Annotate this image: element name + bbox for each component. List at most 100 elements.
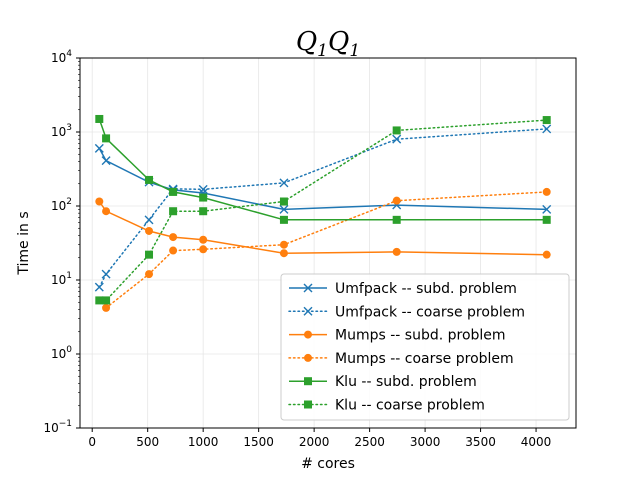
series-1 [94,124,552,292]
legend-label: Mumps -- coarse problem [335,351,514,367]
marker-x-stroke [94,143,104,153]
marker-circle [145,226,154,235]
marker-x [94,143,104,153]
series-line [98,128,548,288]
marker-square [169,187,178,196]
marker-circle [102,207,111,216]
marker-circle [102,303,111,312]
x-tick-label: 4000 [521,435,552,449]
marker-circle [279,240,288,249]
marker-square [199,193,208,202]
marker-x [279,178,289,188]
marker-x-stroke [303,283,313,293]
series-5 [95,116,551,305]
x-tick-label: 3000 [410,435,441,449]
y-tick-label: 100 [51,345,72,361]
legend: Umfpack -- subd. problem Umfpack -- coars… [280,273,570,421]
plot-series [94,114,552,312]
series-line [98,201,547,256]
marker-circle [542,250,551,259]
marker-circle [542,187,551,196]
x-tick-label: 3500 [465,435,496,449]
marker-circle [199,235,208,244]
marker-x [198,184,208,194]
legend-entry: Umfpack -- subd. problem [289,281,517,297]
y-tick-label: 102 [51,197,72,213]
marker-circle [304,330,312,339]
legend-label: Klu -- coarse problem [335,398,485,414]
y-tick-label: 104 [51,49,72,65]
marker-square [169,207,178,216]
series-line [98,119,548,302]
marker-square [542,116,551,125]
marker-x-stroke [279,204,289,214]
marker-square [95,114,104,123]
marker-square [542,215,551,224]
series-4 [95,114,551,224]
marker-circle [169,233,178,242]
legend-entry: Klu -- subd. problem [289,374,477,390]
marker-circle [279,249,288,258]
marker-x-stroke [94,282,104,292]
marker-square [102,134,111,143]
x-tick-label: 500 [136,435,159,449]
marker-square [304,377,312,386]
y-tick-label: 101 [51,271,72,287]
marker-x [303,283,313,293]
legend-label: Umfpack -- subd. problem [335,281,517,297]
y-tick-label: 10−1 [43,419,72,435]
marker-square [95,296,104,305]
marker-square [145,175,154,184]
marker-x-stroke [101,269,111,279]
marker-square [392,215,401,224]
marker-square [279,197,288,206]
marker-x [542,204,552,214]
legend-label: Umfpack -- coarse problem [335,304,525,320]
x-tick-label: 0 [88,435,96,449]
marker-x [279,204,289,214]
y-axis-label: Time in s [16,211,32,275]
marker-x-stroke [198,184,208,194]
legend-entry: Mumps -- coarse problem [288,351,514,367]
marker-x-stroke [303,306,313,316]
marker-x [542,124,552,134]
marker-square [145,250,154,259]
marker-square [304,400,312,409]
marker-x-stroke [144,215,154,225]
legend-entry: Mumps -- subd. problem [289,328,506,344]
legend-label: Klu -- subd. problem [335,374,477,390]
legend-entry: Umfpack -- coarse problem [288,304,525,320]
y-tick-label: 103 [51,123,72,139]
grid [80,57,576,429]
marker-circle [304,353,312,362]
marker-x [101,269,111,279]
legend-entry: Klu -- coarse problem [288,398,485,414]
x-tick-label: 1500 [243,435,274,449]
marker-x-stroke [542,204,552,214]
marker-square [199,207,208,216]
marker-x-stroke [392,134,402,144]
marker-x [144,215,154,225]
marker-x [303,306,313,316]
series-3 [102,187,551,312]
marker-square [102,296,111,305]
marker-circle [199,245,208,254]
plot-frame [79,57,577,429]
legend-label: Mumps -- subd. problem [335,328,506,344]
marker-x [392,134,402,144]
marker-x-stroke [101,156,111,166]
series-line [98,118,547,221]
marker-x [94,282,104,292]
x-tick-label: 2000 [299,435,330,449]
legend-box [280,273,570,421]
x-axis-label: # cores [301,456,355,472]
marker-circle [145,270,154,279]
marker-circle [95,197,104,206]
marker-square [392,126,401,135]
series-0 [94,143,552,214]
series-line [98,148,547,211]
marker-circle [392,196,401,205]
series-2 [95,197,551,259]
marker-square [279,215,288,224]
